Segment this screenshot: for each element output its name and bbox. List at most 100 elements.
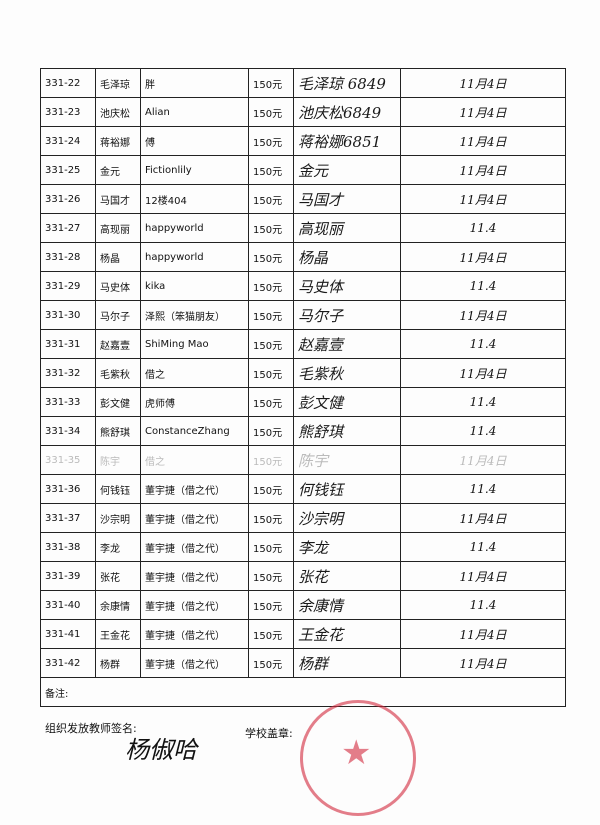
table-row: 331-32 毛紫秋 借之 150元 毛紫秋 11月4日 xyxy=(40,358,566,388)
date: 11.4 xyxy=(400,213,566,243)
student-id: 331-23 xyxy=(40,97,96,127)
date: 11月4日 xyxy=(400,97,566,127)
student-name: 沙宗明 xyxy=(95,503,141,533)
student-id: 331-35 xyxy=(40,445,96,475)
student-name: 马国才 xyxy=(95,184,141,214)
student-id: 331-38 xyxy=(40,532,96,562)
student-id: 331-27 xyxy=(40,213,96,243)
teacher-label: 组织发放教师签名: xyxy=(45,722,137,735)
table-row: 331-36 何钱钰 董宇捷（借之代） 150元 何钱钰 11.4 xyxy=(40,474,566,504)
table-row: 331-28 杨晶 happyworld 150元 杨晶 11月4日 xyxy=(40,242,566,272)
table-row: 331-30 马尔子 泽熙（笨猫朋友） 150元 马尔子 11月4日 xyxy=(40,300,566,330)
table-row: 331-29 马史体 kika 150元 马史体 11.4 xyxy=(40,271,566,301)
amount: 150元 xyxy=(248,445,294,475)
date: 11.4 xyxy=(400,271,566,301)
student-name: 毛泽琼 xyxy=(95,68,141,98)
amount: 150元 xyxy=(248,213,294,243)
student-id: 331-26 xyxy=(40,184,96,214)
signature: 张花 xyxy=(293,561,401,591)
student-id: 331-28 xyxy=(40,242,96,272)
table-row: 331-25 金元 Fictionlily 150元 金元 11月4日 xyxy=(40,155,566,185)
table-row: 331-26 马国才 12楼404 150元 马国才 11月4日 xyxy=(40,184,566,214)
signature: 马国才 xyxy=(293,184,401,214)
amount: 150元 xyxy=(248,329,294,359)
amount: 150元 xyxy=(248,126,294,156)
remark: 虎师傅 xyxy=(140,387,249,417)
date: 11.4 xyxy=(400,329,566,359)
student-name: 杨群 xyxy=(95,648,141,678)
student-id: 331-33 xyxy=(40,387,96,417)
signature: 马尔子 xyxy=(293,300,401,330)
remark: 12楼404 xyxy=(140,184,249,214)
table-row: 331-34 熊舒琪 ConstanceZhang 150元 熊舒琪 11.4 xyxy=(40,416,566,446)
signature: 熊舒琪 xyxy=(293,416,401,446)
student-id: 331-32 xyxy=(40,358,96,388)
student-name: 张花 xyxy=(95,561,141,591)
date: 11月4日 xyxy=(400,619,566,649)
stamp-label: 学校盖章: xyxy=(245,727,293,740)
table-row: 331-37 沙宗明 董宇捷（借之代） 150元 沙宗明 11月4日 xyxy=(40,503,566,533)
student-id: 331-29 xyxy=(40,271,96,301)
student-id: 331-25 xyxy=(40,155,96,185)
date: 11.4 xyxy=(400,532,566,562)
date: 11.4 xyxy=(400,590,566,620)
signature: 何钱钰 xyxy=(293,474,401,504)
student-id: 331-34 xyxy=(40,416,96,446)
amount: 150元 xyxy=(248,300,294,330)
amount: 150元 xyxy=(248,271,294,301)
remark: 借之 xyxy=(140,445,249,475)
student-id: 331-40 xyxy=(40,590,96,620)
remark: 傅 xyxy=(140,126,249,156)
table-row: 331-27 高现丽 happyworld 150元 高现丽 11.4 xyxy=(40,213,566,243)
amount: 150元 xyxy=(248,68,294,98)
amount: 150元 xyxy=(248,184,294,214)
amount: 150元 xyxy=(248,155,294,185)
student-name: 杨晶 xyxy=(95,242,141,272)
signature: 蒋裕娜6851 xyxy=(293,126,401,156)
date: 11月4日 xyxy=(400,68,566,98)
signature: 沙宗明 xyxy=(293,503,401,533)
date: 11月4日 xyxy=(400,648,566,678)
student-id: 331-24 xyxy=(40,126,96,156)
student-id: 331-41 xyxy=(40,619,96,649)
amount: 150元 xyxy=(248,387,294,417)
student-name: 陈宇 xyxy=(95,445,141,475)
date: 11月4日 xyxy=(400,126,566,156)
amount: 150元 xyxy=(248,358,294,388)
signature: 杨群 xyxy=(293,648,401,678)
student-name: 池庆松 xyxy=(95,97,141,127)
student-name: 王金花 xyxy=(95,619,141,649)
remark: 董宇捷（借之代） xyxy=(140,648,249,678)
date: 11.4 xyxy=(400,416,566,446)
amount: 150元 xyxy=(248,561,294,591)
student-id: 331-30 xyxy=(40,300,96,330)
remark: 借之 xyxy=(140,358,249,388)
student-name: 高现丽 xyxy=(95,213,141,243)
table-row: 331-33 彭文健 虎师傅 150元 彭文健 11.4 xyxy=(40,387,566,417)
signature: 赵嘉壹 xyxy=(293,329,401,359)
remark: ConstanceZhang xyxy=(140,416,249,446)
remark: 董宇捷（借之代） xyxy=(140,590,249,620)
remark: 董宇捷（借之代） xyxy=(140,619,249,649)
amount: 150元 xyxy=(248,648,294,678)
school-stamp xyxy=(300,700,416,816)
signature: 彭文健 xyxy=(293,387,401,417)
signature: 高现丽 xyxy=(293,213,401,243)
signature: 毛泽琼 6849 xyxy=(293,68,401,98)
table-row: 331-23 池庆松 Alian 150元 池庆松6849 11月4日 xyxy=(40,97,566,127)
student-name: 何钱钰 xyxy=(95,474,141,504)
amount: 150元 xyxy=(248,503,294,533)
signature: 余康情 xyxy=(293,590,401,620)
student-name: 余康情 xyxy=(95,590,141,620)
signature: 毛紫秋 xyxy=(293,358,401,388)
note-label: 备注: xyxy=(40,677,566,707)
remark: happyworld xyxy=(140,242,249,272)
table-row: 331-41 王金花 董宇捷（借之代） 150元 王金花 11月4日 xyxy=(40,619,566,649)
student-name: 彭文健 xyxy=(95,387,141,417)
date: 11月4日 xyxy=(400,242,566,272)
table-row: 331-35 陈宇 借之 150元 陈宇 11月4日 xyxy=(40,445,566,475)
amount: 150元 xyxy=(248,416,294,446)
student-id: 331-36 xyxy=(40,474,96,504)
note-row: 备注: xyxy=(40,677,566,707)
